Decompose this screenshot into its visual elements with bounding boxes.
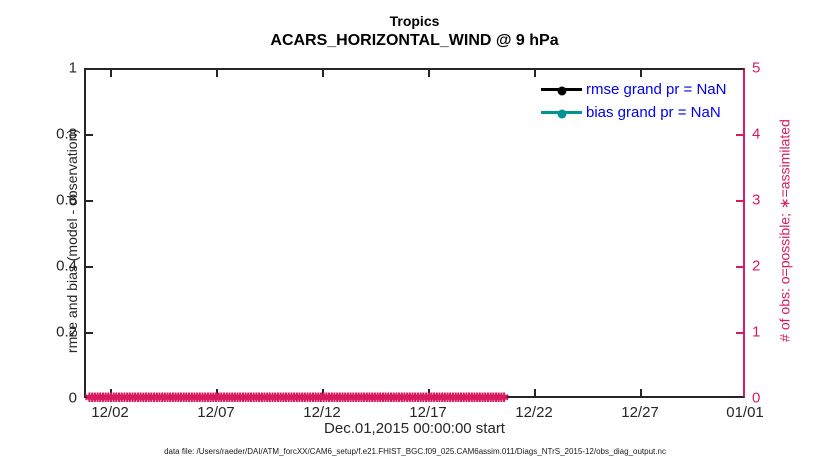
bottom-tick	[534, 389, 536, 396]
bias-line-sample	[541, 109, 582, 119]
xtick-12-12: 12/12	[303, 404, 341, 421]
top-tick	[216, 70, 218, 77]
right-tick	[736, 200, 743, 202]
xtick-12-27: 12/27	[621, 404, 659, 421]
bottom-tick	[216, 389, 218, 396]
legend-item-rmse: rmse grand pr = NaN	[541, 78, 726, 101]
left-tick	[86, 134, 93, 136]
left-tick	[86, 332, 93, 334]
right-ytick-5: 5	[752, 59, 761, 77]
plot-area: ✱✱✱✱✱✱✱✱✱✱✱✱✱✱✱✱✱✱✱✱✱✱✱✱✱✱✱✱✱✱✱✱✱✱✱✱✱✱✱✱…	[84, 68, 745, 406]
right-y-axis-label: # of obs: o=possible; ∗=assimilated	[776, 119, 793, 342]
top-tick	[110, 70, 112, 77]
x-axis-label: Dec.01,2015 00:00:00 start	[324, 420, 505, 437]
plot-region-title: Tropics	[389, 13, 440, 29]
bottom-tick	[428, 389, 430, 396]
right-tick	[736, 332, 743, 334]
legend-label-bias: bias grand pr = NaN	[586, 104, 721, 121]
top-tick	[322, 70, 324, 77]
bottom-tick	[322, 389, 324, 396]
top-tick	[534, 70, 536, 77]
bottom-tick	[640, 389, 642, 396]
rmse-line-sample	[541, 86, 582, 96]
legend-label-rmse: rmse grand pr = NaN	[586, 81, 727, 98]
right-ytick-4: 4	[752, 125, 761, 143]
left-tick	[86, 266, 93, 268]
xtick-12-02: 12/02	[91, 404, 129, 421]
left-tick	[86, 200, 93, 202]
bias-marker-icon	[557, 109, 566, 119]
xtick-01-01: 01/01	[726, 404, 764, 421]
left-ytick-0.6: 0.6	[56, 191, 77, 209]
obs-count-marker-band: ✱✱✱✱✱✱✱✱✱✱✱✱✱✱✱✱✱✱✱✱✱✱✱✱✱✱✱✱✱✱✱✱✱✱✱✱✱✱✱✱…	[84, 392, 510, 406]
left-ytick-0.8: 0.8	[56, 125, 77, 143]
data-file-path: data file: /Users/raeder/DAI/ATM_forcXX/…	[164, 447, 666, 456]
top-tick	[428, 70, 430, 77]
top-tick	[640, 70, 642, 77]
xtick-12-07: 12/07	[197, 404, 235, 421]
legend-item-bias: bias grand pr = NaN	[541, 101, 726, 124]
legend: rmse grand pr = NaN bias grand pr = NaN	[541, 78, 726, 124]
right-ytick-2: 2	[752, 257, 761, 275]
right-ytick-1: 1	[752, 323, 761, 341]
title-block: Tropics ACARS_HORIZONTAL_WIND @ 9 hPa	[84, 12, 745, 52]
plot-variable-title: ACARS_HORIZONTAL_WIND @ 9 hPa	[270, 32, 559, 49]
left-ytick-0.4: 0.4	[56, 257, 77, 275]
xtick-12-17: 12/17	[409, 404, 447, 421]
right-ytick-3: 3	[752, 191, 761, 209]
left-ytick-0: 0	[68, 389, 77, 407]
left-y-axis-label: rmse and bias (model - observation)	[64, 128, 80, 354]
left-ytick-0.2: 0.2	[56, 323, 77, 341]
bottom-tick	[110, 389, 112, 396]
xtick-12-22: 12/22	[515, 404, 553, 421]
right-ytick-0: 0	[752, 389, 761, 407]
right-tick	[736, 134, 743, 136]
rmse-marker-icon	[557, 86, 566, 96]
left-ytick-1: 1	[68, 59, 77, 77]
right-tick	[736, 266, 743, 268]
